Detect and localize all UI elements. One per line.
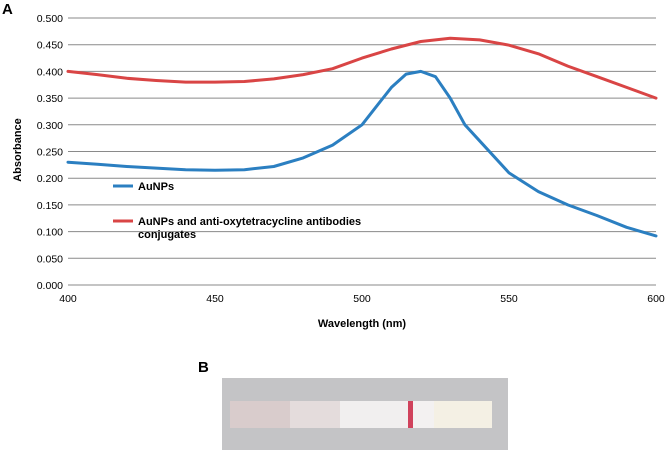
gridlines	[68, 17, 656, 286]
series-lines	[66, 36, 658, 238]
y-tick-label: 0.400	[37, 66, 63, 78]
x-tick-label: 550	[500, 293, 518, 305]
test-strip-photo	[222, 378, 508, 450]
y-tick-label: 0.450	[37, 40, 63, 52]
y-tick-label: 0.100	[37, 227, 63, 239]
x-axis-title: Wavelength (nm)	[318, 318, 407, 330]
y-axis-title: Absorbance	[12, 118, 24, 182]
x-tick-label: 600	[647, 293, 665, 305]
legend-label-conjugates: AuNPs and anti-oxytetracycline antibodie…	[138, 216, 364, 241]
x-tick-label: 500	[353, 293, 371, 305]
legend-label-conjugates-line1: AuNPs and anti-oxytetracycline antibodie…	[138, 216, 361, 228]
y-tick-label: 0.350	[37, 93, 63, 105]
y-tick-label: 0.150	[37, 200, 63, 212]
panel-a-label: A	[2, 1, 13, 18]
x-tick-label: 400	[59, 293, 77, 305]
x-tick-label: 450	[206, 293, 224, 305]
absorbent-pad	[434, 401, 492, 428]
legend: AuNPs AuNPs and anti-oxytetracycline ant…	[113, 181, 364, 241]
sample-pad	[230, 401, 290, 428]
membrane-end	[413, 401, 434, 428]
x-tick-labels: 400 450 500 550 600	[59, 293, 665, 305]
y-tick-label: 0.000	[37, 280, 63, 292]
conjugate-pad	[290, 401, 340, 428]
panel-b-label: B	[198, 359, 209, 376]
series-line-aunps	[66, 69, 658, 238]
legend-label-conjugates-line2: conjugates	[138, 229, 196, 241]
y-tick-label: 0.050	[37, 253, 63, 265]
y-tick-label: 0.200	[37, 173, 63, 185]
y-tick-label: 0.500	[37, 13, 63, 25]
y-tick-labels: 0.000 0.050 0.100 0.150 0.200 0.250 0.300 0.350…	[37, 13, 63, 292]
test-line	[408, 401, 413, 428]
y-tick-label: 0.250	[37, 147, 63, 159]
series-line-conjugates	[66, 36, 658, 100]
membrane	[340, 401, 408, 428]
y-tick-label: 0.300	[37, 120, 63, 132]
legend-label-aunps: AuNPs	[138, 181, 174, 193]
